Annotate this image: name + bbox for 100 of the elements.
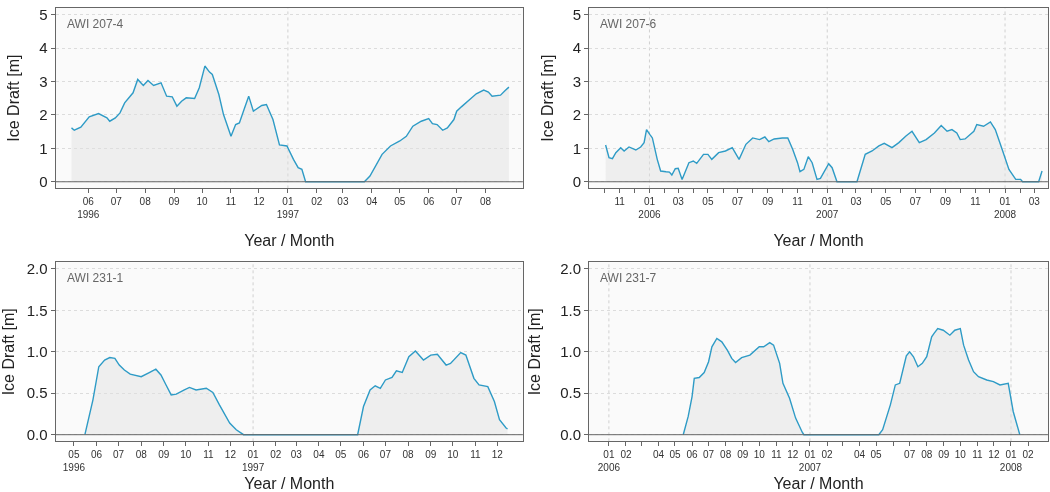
x-tick-label: 09 [168, 196, 181, 208]
x-tick-label: 02 [311, 196, 323, 208]
x-tick-label: 10 [447, 449, 459, 461]
text: AWI 207-6 [600, 17, 657, 31]
x-tick-label: 07 [451, 196, 463, 208]
x-tick-label: 11 [225, 196, 237, 208]
x-tick-label: 11 [470, 449, 481, 461]
x-tick-label: 09 [940, 196, 952, 208]
y-tick-label: 4 [572, 39, 582, 57]
x-tick-label: 02 [620, 449, 632, 461]
x-tick-label: 05 [702, 196, 714, 208]
y-axis-title: Ice Draft [m] [526, 308, 544, 396]
x-tick-label: 05 [394, 196, 406, 208]
x-tick-label: 06 [686, 449, 699, 461]
x-tick-label: 08 [135, 449, 148, 461]
x-tick-label: 04 [313, 449, 325, 461]
x-tick-label: 01 2006 [597, 449, 621, 474]
x-tick-label: 09 [762, 196, 774, 208]
y-tick-label: 0.0 [26, 425, 48, 443]
x-tick-label: 06 [357, 449, 370, 461]
x-tick-label: 01 2008 [999, 449, 1023, 474]
x-tick-label: 02 [821, 449, 834, 461]
y-tick-label: 5 [572, 5, 582, 23]
x-tick-label: 09 [737, 449, 749, 461]
x-tick-label: 07 [379, 449, 392, 461]
y-tick-label: 3 [39, 72, 48, 90]
y-tick-label: 1.5 [560, 301, 582, 319]
x-axis-title: Year / Month [773, 232, 864, 250]
x-tick-label: 04 [853, 449, 866, 461]
x-tick-label: 11 [203, 449, 215, 461]
x-tick-label: 01 2007 [798, 449, 822, 474]
y-tick-label: 2 [572, 106, 582, 124]
x-tick-label: 07 [703, 449, 715, 461]
x-tick-label: 08 [480, 196, 492, 208]
x-tick-label: 09 [938, 449, 950, 461]
text: AWI 231-1 [67, 271, 124, 285]
x-tick-label: 05 [669, 449, 681, 461]
x-tick-label: 05 [880, 196, 892, 208]
x-tick-label: 03 [290, 449, 303, 461]
x-tick-label: 10 [954, 449, 967, 461]
x-tick-label: 09 [425, 449, 437, 461]
x-tick-label: 11 [614, 196, 626, 208]
x-tick-label: 08 [921, 449, 933, 461]
x-tick-label: 12 [253, 196, 265, 208]
x-tick-label: 12 [491, 449, 504, 461]
y-tick-label: 5 [39, 5, 48, 23]
x-tick-label: 07 [909, 196, 922, 208]
text: AWI 231-7 [600, 271, 657, 285]
y-tick-label: 0 [39, 173, 48, 190]
x-tick-label: 10 [180, 449, 192, 461]
x-tick-label: 08 [720, 449, 732, 461]
x-tick-label: 07 [112, 449, 125, 461]
y-tick-label: 0.0 [560, 425, 582, 443]
x-tick-label: 01 2008 [993, 196, 1017, 221]
y-axis-title: Ice Draft [m] [0, 308, 17, 396]
y-axis-title: Ice Draft [m] [538, 54, 556, 142]
x-tick-label: 03 [850, 196, 862, 208]
x-tick-label: 11 [771, 449, 782, 461]
x-tick-label: 05 1996 [62, 449, 86, 474]
x-tick-label: 05 [870, 449, 883, 461]
x-tick-label: 02 [270, 449, 282, 461]
x-tick-label: 11 [792, 196, 804, 208]
x-tick-label: 12 [787, 449, 799, 461]
y-axis-title: Ice Draft [m] [5, 54, 23, 142]
x-tick-label: 08 [139, 196, 152, 208]
x-tick-label: 10 [753, 449, 766, 461]
y-tick-label: 1.5 [26, 301, 48, 319]
x-tick-label: 01 2007 [816, 196, 839, 221]
x-tick-label: 03 [337, 196, 349, 208]
x-tick-label: 04 [652, 449, 665, 461]
x-tick-label: 06 1996 [77, 196, 100, 221]
y-tick-label: 2.0 [26, 260, 48, 278]
x-tick-label: 03 [1028, 196, 1041, 208]
x-tick-label: 12 [988, 449, 1000, 461]
y-tick-label: 0 [572, 173, 582, 190]
x-tick-label: 07 [110, 196, 123, 208]
y-tick-label: 0.5 [26, 384, 48, 402]
x-tick-label: 01 2006 [638, 196, 662, 221]
x-axis-title: Year / Month [244, 475, 335, 492]
x-tick-label: 05 [335, 449, 347, 461]
y-tick-label: 1.0 [560, 343, 582, 361]
x-tick-label: 04 [366, 196, 378, 208]
x-tick-label: 01 1997 [276, 196, 300, 221]
x-axis-title: Year / Month [773, 475, 864, 492]
x-tick-label: 09 [158, 449, 170, 461]
x-tick-label: 07 [732, 196, 744, 208]
x-tick-label: 07 [904, 449, 916, 461]
x-tick-label: 06 [91, 449, 103, 461]
y-tick-label: 2 [39, 106, 48, 124]
x-tick-label: 12 [224, 449, 237, 461]
x-tick-label: 08 [402, 449, 415, 461]
x-tick-label: 02 [1022, 449, 1035, 461]
x-tick-label: 11 [972, 449, 984, 461]
y-tick-label: 1.0 [26, 343, 48, 361]
x-tick-label: 11 [970, 196, 981, 208]
y-tick-label: 1 [572, 139, 582, 157]
x-tick-label: 03 [672, 196, 685, 208]
x-tick-label: 06 [423, 196, 435, 208]
x-tick-label: 10 [196, 196, 209, 208]
x-tick-label: 01 1997 [241, 449, 265, 474]
